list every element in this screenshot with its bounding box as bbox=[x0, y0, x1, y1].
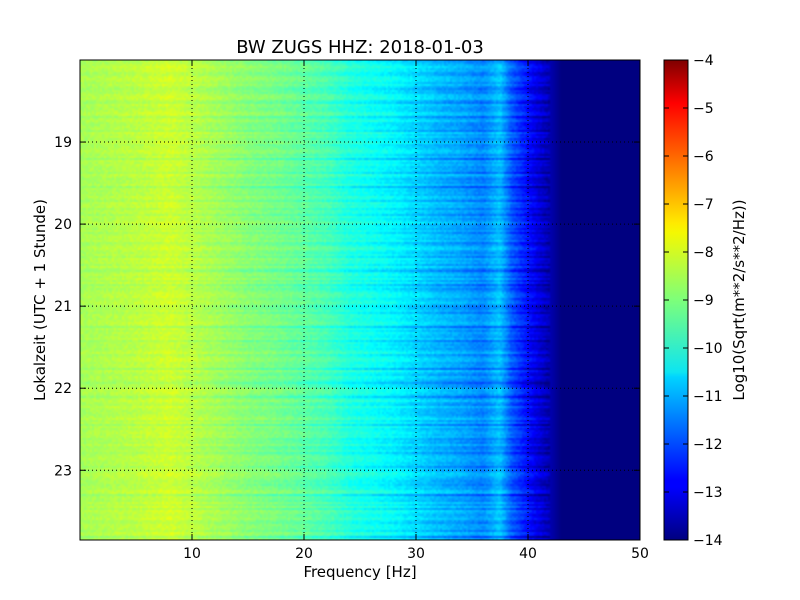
colorbar-tick-label: −13 bbox=[693, 485, 723, 501]
colorbar-tick-label: −9 bbox=[693, 293, 714, 309]
colorbar-tick-label: −4 bbox=[693, 53, 714, 69]
y-tick-label: 19 bbox=[54, 135, 72, 151]
x-tick-label: 20 bbox=[295, 546, 313, 562]
x-tick-label: 40 bbox=[519, 546, 537, 562]
colorbar-label: Log10(Sqrt(m**2/s**2/Hz)) bbox=[730, 199, 748, 400]
colorbar-ticks: −4 −5 −6 −7 −8 −9 −10 −11 −12 −13 −14 bbox=[664, 53, 723, 549]
x-tick-label: 30 bbox=[407, 546, 425, 562]
colorbar-tick-label: −5 bbox=[693, 101, 714, 117]
colorbar-tick-label: −6 bbox=[693, 149, 714, 165]
y-tick-label: 20 bbox=[54, 217, 72, 233]
y-tick-label: 23 bbox=[54, 463, 72, 479]
chart-title: BW ZUGS HHZ: 2018-01-03 bbox=[236, 37, 484, 58]
grid-lines bbox=[80, 60, 640, 540]
spectrogram-heatmap bbox=[80, 60, 640, 540]
y-tick-label: 21 bbox=[54, 299, 72, 315]
colorbar-tick-label: −10 bbox=[693, 341, 723, 357]
colorbar-tick-label: −8 bbox=[693, 245, 714, 261]
x-tick-label: 50 bbox=[631, 546, 649, 562]
colorbar-tick-label: −14 bbox=[693, 533, 723, 549]
x-axis-ticks: 10 20 30 40 50 bbox=[183, 60, 649, 562]
colorbar-tick-label: −7 bbox=[693, 197, 714, 213]
y-axis-label: Lokalzeit (UTC + 1 Stunde) bbox=[31, 199, 49, 401]
colorbar-tick-label: −11 bbox=[693, 389, 723, 405]
y-axis-ticks: 19 20 21 22 23 bbox=[54, 135, 640, 479]
y-tick-label: 22 bbox=[54, 381, 72, 397]
x-axis-label: Frequency [Hz] bbox=[303, 563, 416, 581]
plot-frame bbox=[79, 59, 641, 541]
spectrogram-image bbox=[80, 60, 640, 540]
x-tick-label: 10 bbox=[183, 546, 201, 562]
colorbar-tick-label: −12 bbox=[693, 437, 723, 453]
